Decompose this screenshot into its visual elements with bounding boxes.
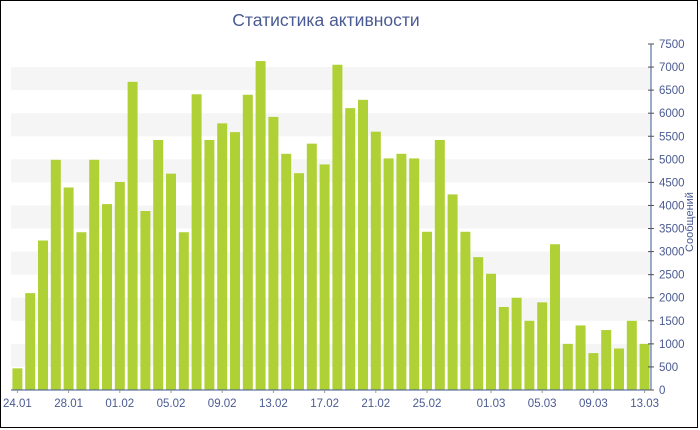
svg-text:28.01: 28.01 xyxy=(54,398,83,410)
svg-text:4500: 4500 xyxy=(659,177,685,189)
svg-text:13.03: 13.03 xyxy=(630,398,659,410)
svg-text:5500: 5500 xyxy=(659,131,685,143)
svg-text:09.02: 09.02 xyxy=(208,398,237,410)
svg-text:01.02: 01.02 xyxy=(105,398,134,410)
svg-text:1500: 1500 xyxy=(659,316,685,328)
svg-text:05.03: 05.03 xyxy=(528,398,557,410)
svg-text:01.03: 01.03 xyxy=(477,398,506,410)
svg-text:2000: 2000 xyxy=(659,293,685,305)
svg-text:3000: 3000 xyxy=(659,247,685,259)
svg-text:2500: 2500 xyxy=(659,270,685,282)
svg-text:3500: 3500 xyxy=(659,224,685,236)
svg-text:21.02: 21.02 xyxy=(361,398,390,410)
svg-text:25.02: 25.02 xyxy=(413,398,442,410)
svg-text:0: 0 xyxy=(659,385,665,397)
svg-text:Сообщений: Сообщений xyxy=(684,192,696,252)
svg-text:7500: 7500 xyxy=(659,39,685,51)
svg-text:13.02: 13.02 xyxy=(259,398,288,410)
svg-text:09.03: 09.03 xyxy=(579,398,608,410)
svg-text:1000: 1000 xyxy=(659,339,685,351)
svg-text:24.01: 24.01 xyxy=(3,398,32,410)
svg-text:500: 500 xyxy=(659,362,678,374)
svg-text:7000: 7000 xyxy=(659,62,685,74)
svg-text:4000: 4000 xyxy=(659,200,685,212)
svg-text:17.02: 17.02 xyxy=(310,398,339,410)
svg-text:6500: 6500 xyxy=(659,85,685,97)
svg-text:5000: 5000 xyxy=(659,154,685,166)
svg-text:05.02: 05.02 xyxy=(157,398,186,410)
svg-text:6000: 6000 xyxy=(659,108,685,120)
